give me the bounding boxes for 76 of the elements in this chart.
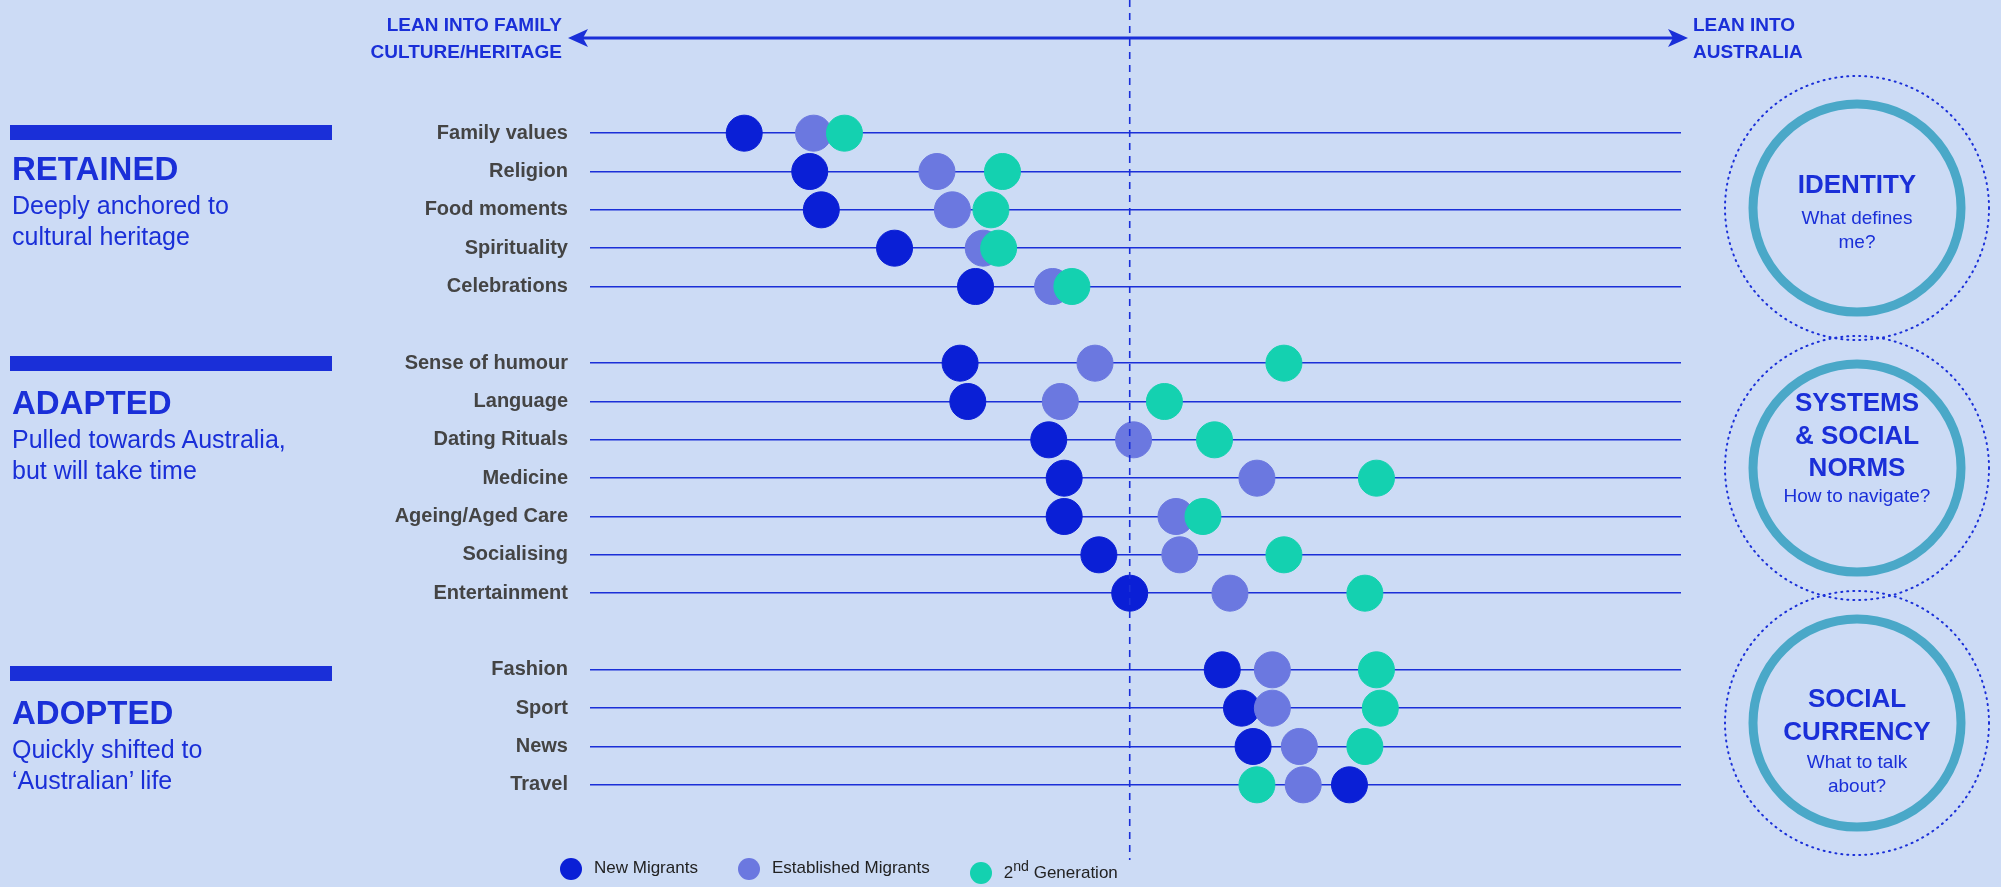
y-tick-label: Travel (510, 772, 568, 795)
point (1280, 728, 1318, 765)
point (972, 191, 1010, 229)
point (933, 191, 971, 229)
point (1111, 574, 1149, 612)
text: LEAN INTO FAMILY CULTURE/HERITAGE (369, 13, 562, 64)
point (725, 114, 763, 152)
y-tick-label: Spirituality (464, 235, 569, 258)
y-tick-label: Food moments (424, 197, 568, 220)
point (1361, 689, 1399, 727)
point (1284, 766, 1322, 804)
text: IDENTITY (1796, 168, 1918, 201)
y-tick-label: News (515, 734, 568, 757)
text: What defines me? (1800, 206, 1914, 254)
point (1238, 766, 1276, 804)
legend-label: 2$^{nd}$ Generation (1002, 858, 1118, 884)
point (1357, 459, 1395, 497)
y-tick-label: Socialising (462, 542, 568, 565)
y-tick-label: Family values (436, 120, 568, 143)
y-tick-label: Celebrations (446, 274, 568, 297)
legend-label: New Migrants (593, 858, 698, 880)
point (980, 229, 1018, 267)
point (949, 383, 987, 420)
legend-label: Established Migrants (770, 858, 930, 880)
text: ADOPTED (12, 693, 175, 733)
point (1041, 383, 1079, 420)
point (802, 191, 840, 229)
point (1253, 689, 1291, 727)
point (1080, 536, 1118, 574)
y-tick-label: Medicine (482, 465, 568, 488)
point (1045, 498, 1083, 535)
point (1196, 421, 1234, 459)
point (791, 153, 829, 190)
point (876, 229, 914, 267)
y-tick-label: Sport (515, 695, 569, 718)
point (941, 344, 979, 382)
point (1346, 574, 1384, 612)
text: RETAINED (12, 149, 180, 189)
point (1184, 498, 1222, 535)
point (1330, 766, 1368, 804)
y-tick-label: Fashion (491, 657, 568, 680)
point (825, 114, 863, 152)
text: SOCIAL CURRENCY (1782, 682, 1932, 747)
point (1076, 344, 1114, 382)
text: Quickly shifted to ‘Australian’ life (12, 734, 204, 797)
point (1234, 728, 1272, 765)
point (1357, 651, 1395, 689)
point (957, 268, 995, 305)
point (1145, 383, 1183, 420)
text: SYSTEMS & SOCIAL NORMS (1793, 386, 1921, 484)
text: Deeply anchored to cultural heritage (12, 190, 230, 253)
y-tick-label: Dating Rituals (433, 427, 568, 450)
point (1053, 268, 1091, 305)
point (1253, 651, 1291, 689)
point (918, 153, 956, 190)
point (1265, 344, 1303, 382)
point (1030, 421, 1068, 459)
text: ADAPTED (12, 383, 173, 423)
y-tick-label: Sense of humour (404, 350, 569, 373)
point (1238, 459, 1276, 497)
text: What to talk about? (1805, 750, 1909, 798)
point (1045, 459, 1083, 497)
point (1161, 536, 1199, 574)
text: How to navigate? (1782, 484, 1932, 508)
point (984, 153, 1021, 190)
y-tick-label: Religion (489, 159, 568, 182)
point (1346, 728, 1384, 765)
point (1203, 651, 1241, 689)
point (1211, 574, 1249, 612)
text: Pulled towards Australia, but will take time (12, 424, 287, 487)
point (1115, 421, 1153, 459)
y-tick-label: Entertainment (433, 580, 569, 603)
point (1265, 536, 1303, 574)
y-tick-label: Ageing/Aged Care (394, 504, 568, 527)
text: LEAN INTO AUSTRALIA (1693, 13, 1804, 64)
y-tick-label: Language (473, 389, 568, 412)
